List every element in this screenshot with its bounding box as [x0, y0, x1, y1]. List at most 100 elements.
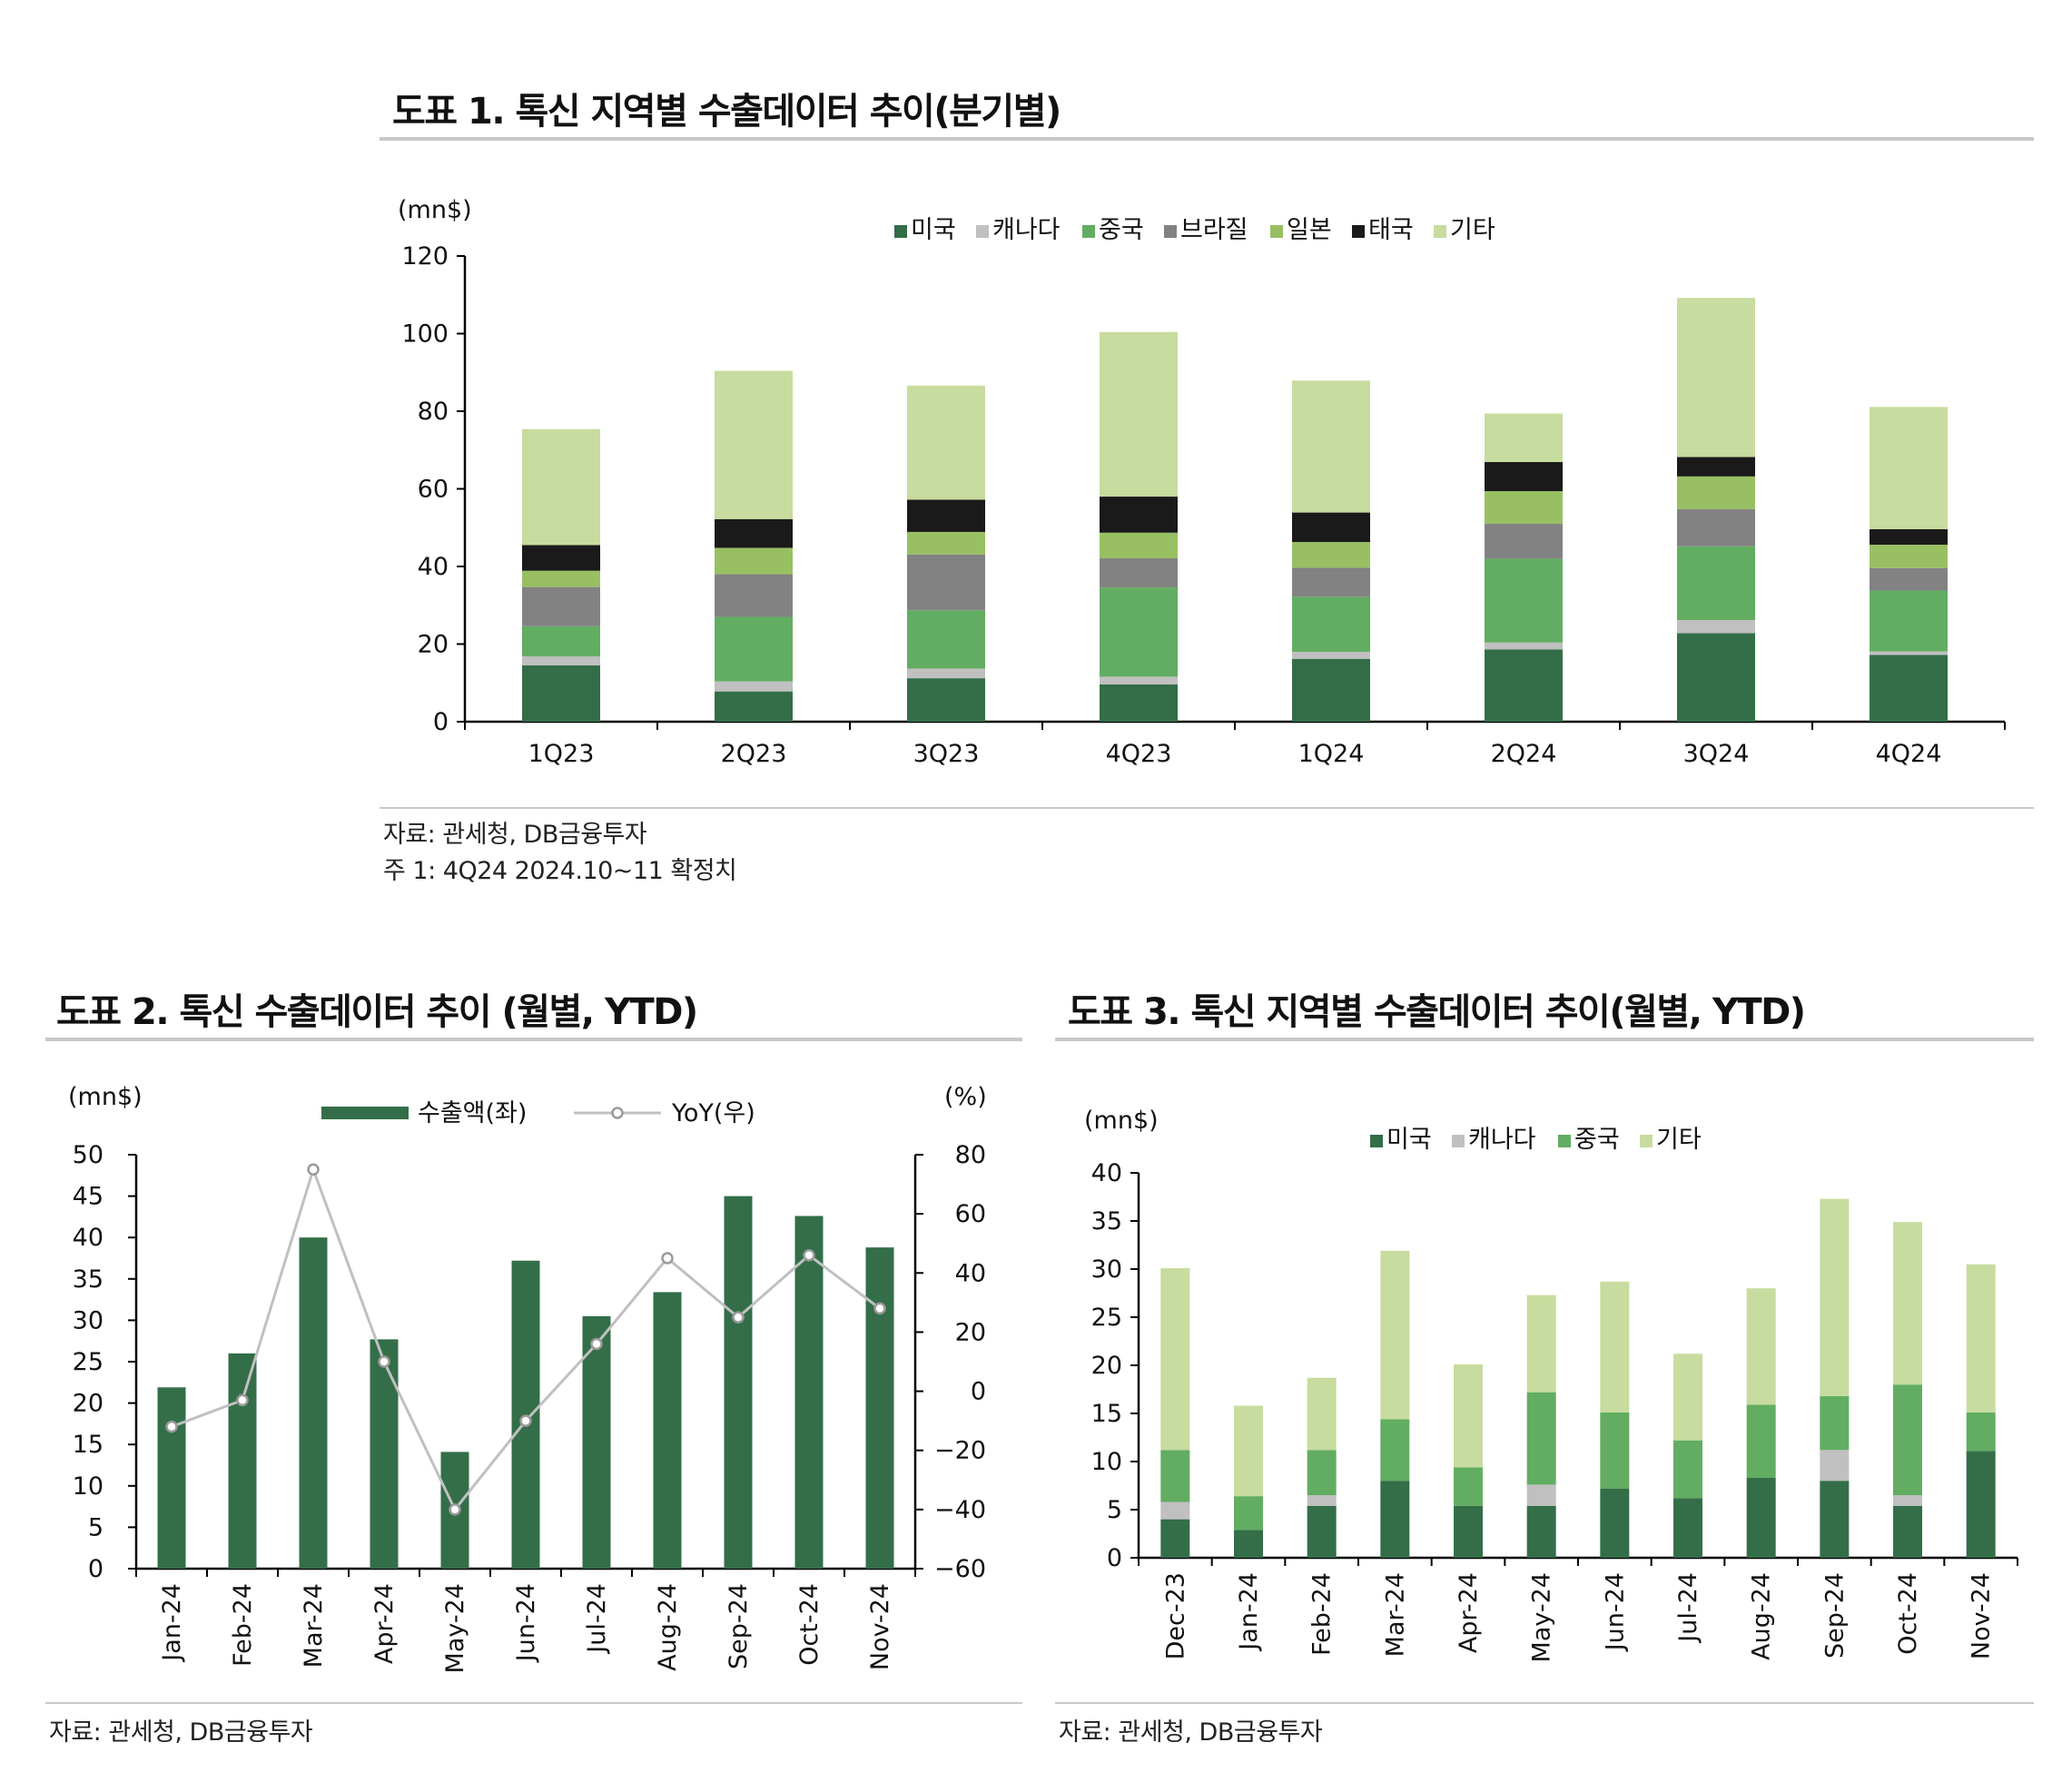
legend-label-japan: 일본	[1287, 216, 1332, 244]
x-tick-label: 3Q23	[913, 740, 980, 768]
bar-us-Mar-24	[1380, 1481, 1410, 1558]
legend-swatch-other	[1640, 1135, 1653, 1147]
legend-label-export: 수출액(좌)	[418, 1099, 527, 1127]
x-tick-label: Apr-24	[1455, 1572, 1483, 1653]
bar-japan-3Q23	[907, 531, 985, 555]
bar-brazil-3Q23	[907, 554, 985, 611]
bar-canada-Oct-24	[1893, 1495, 1922, 1506]
x-tick-label: Oct-24	[795, 1583, 824, 1666]
bar-thailand-3Q23	[907, 499, 985, 532]
bar-china-Oct-24	[1893, 1384, 1922, 1496]
bar-brazil-1Q23	[522, 586, 600, 626]
bar-canada-Dec-23	[1160, 1501, 1190, 1520]
yoy-point-Nov-24	[873, 1302, 886, 1315]
bar-china-Jul-24	[1673, 1440, 1702, 1499]
y-tick-label: 0	[1107, 1544, 1122, 1572]
bar-japan-4Q23	[1100, 532, 1178, 559]
unit-label-left: (mn$)	[68, 1083, 143, 1111]
bar-thailand-4Q24	[1870, 528, 1948, 546]
x-tick-label: Apr-24	[370, 1583, 399, 1664]
legend-label-yoy: YoY(우)	[671, 1099, 755, 1127]
bar-canada-1Q23	[522, 656, 600, 666]
legend-label-canada: 캐나다	[1468, 1126, 1536, 1154]
y-tick-label: 35	[1091, 1207, 1122, 1235]
unit-label: (mn$)	[398, 196, 472, 224]
y-tick-label-left: 30	[73, 1306, 104, 1334]
bar-thailand-4Q23	[1100, 497, 1178, 533]
bar-other-Aug-24	[1746, 1288, 1776, 1405]
x-tick-label: Jun-24	[512, 1583, 540, 1663]
bar-other-Apr-24	[1454, 1363, 1483, 1468]
y-tick-label: 15	[1091, 1400, 1122, 1428]
x-tick-label: 1Q24	[1298, 740, 1365, 768]
x-tick-label: Feb-24	[1308, 1572, 1337, 1656]
legend-swatch-thailand	[1352, 225, 1365, 238]
bar-other-1Q23	[522, 428, 600, 546]
bar-china-Jun-24	[1600, 1412, 1630, 1489]
y-tick-label-left: 10	[73, 1472, 104, 1501]
y-tick-label: 60	[418, 476, 449, 504]
bar-other-2Q23	[715, 370, 793, 519]
y-tick-label-right: 20	[955, 1318, 986, 1346]
y-tick-label-left: 20	[73, 1390, 104, 1418]
bar-us-1Q24	[1292, 658, 1370, 722]
bar-export-Apr-24	[370, 1339, 399, 1569]
legend-label-canada: 캐나다	[992, 216, 1061, 244]
yoy-point-Aug-24	[661, 1252, 674, 1265]
bar-other-1Q24	[1292, 380, 1370, 513]
bar-us-2Q23	[715, 691, 793, 722]
bar-us-Jul-24	[1673, 1498, 1702, 1558]
y-tick-label: 10	[1091, 1448, 1122, 1476]
legend-label-us: 미국	[1386, 1126, 1432, 1154]
bar-china-3Q23	[907, 610, 985, 669]
bar-canada-4Q24	[1870, 651, 1948, 655]
figure-3-title: 도표 3. 톡신 지역별 수출데이터 추이(월별, YTD)	[1068, 991, 1806, 1033]
bar-other-4Q23	[1100, 331, 1178, 497]
y-tick-label-left: 5	[88, 1513, 104, 1541]
x-tick-label: Mar-24	[300, 1583, 328, 1668]
x-tick-label: Sep-24	[1820, 1572, 1849, 1659]
figure-2-source-rule	[45, 1702, 1022, 1704]
x-tick-label: May-24	[441, 1583, 469, 1673]
bar-thailand-1Q24	[1292, 512, 1370, 543]
bar-other-Nov-24	[1966, 1264, 1996, 1413]
bar-export-Feb-24	[228, 1353, 257, 1569]
x-tick-label: Jun-24	[1601, 1572, 1629, 1652]
bar-brazil-4Q24	[1870, 567, 1948, 591]
x-tick-label: Jan-24	[158, 1583, 186, 1663]
x-tick-label: Nov-24	[1968, 1572, 1996, 1659]
bar-export-Mar-24	[299, 1237, 328, 1569]
legend-label-thailand: 태국	[1368, 216, 1414, 244]
y-tick-label-left: 40	[73, 1224, 104, 1252]
bar-other-Feb-24	[1307, 1377, 1337, 1451]
bar-us-Oct-24	[1893, 1505, 1922, 1558]
bar-other-May-24	[1526, 1295, 1556, 1393]
y-tick-label-right: 0	[971, 1378, 986, 1406]
yoy-point-Apr-24	[378, 1355, 390, 1368]
bar-brazil-4Q23	[1100, 558, 1178, 588]
bar-canada-May-24	[1526, 1484, 1556, 1506]
legend-label-other: 기타	[1450, 216, 1495, 244]
bar-other-Mar-24	[1380, 1250, 1410, 1420]
figure-1-title: 도표 1. 톡신 지역별 수출데이터 추이(분기별)	[392, 91, 1061, 133]
legend-swatch-brazil	[1164, 225, 1177, 238]
bar-japan-1Q24	[1292, 542, 1370, 568]
bar-us-Nov-24	[1966, 1451, 1996, 1558]
y-tick-label: 30	[1091, 1255, 1122, 1284]
figure-3-title-rule	[1055, 1038, 2034, 1041]
yoy-point-Feb-24	[236, 1393, 249, 1407]
bar-us-Jun-24	[1600, 1488, 1630, 1558]
yoy-point-Oct-24	[803, 1248, 815, 1262]
bar-china-Mar-24	[1380, 1419, 1410, 1482]
legend-swatch-japan	[1270, 225, 1283, 238]
figure-1-title-rule	[380, 137, 2034, 141]
bar-other-Jan-24	[1234, 1405, 1263, 1497]
bar-china-Nov-24	[1966, 1412, 1996, 1452]
x-tick-label: 2Q23	[721, 740, 787, 768]
bar-other-2Q24	[1485, 413, 1563, 463]
bar-other-3Q23	[907, 385, 985, 500]
x-tick-label: 4Q23	[1106, 740, 1172, 768]
x-tick-label: 4Q24	[1876, 740, 1942, 768]
legend-swatch-us	[894, 225, 907, 238]
bar-china-Apr-24	[1454, 1467, 1483, 1506]
